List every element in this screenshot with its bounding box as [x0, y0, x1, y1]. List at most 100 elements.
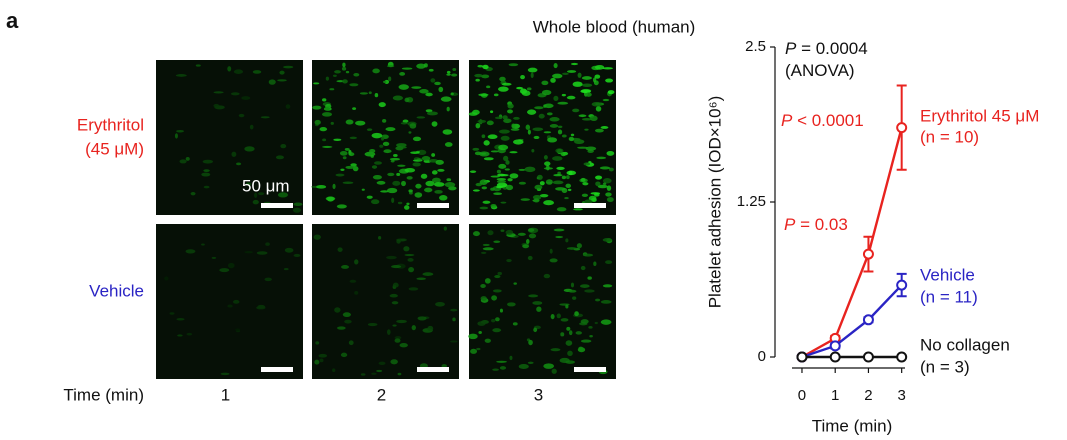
- platelet: [478, 330, 482, 335]
- scale-bar: [261, 203, 293, 208]
- platelet: [539, 193, 549, 198]
- platelet: [500, 229, 505, 232]
- platelet: [496, 169, 501, 174]
- platelet: [508, 63, 519, 67]
- platelet: [480, 283, 486, 288]
- platelet: [547, 137, 558, 143]
- platelet: [322, 138, 327, 142]
- platelet: [425, 92, 433, 97]
- platelet: [499, 366, 507, 370]
- platelet: [431, 170, 438, 175]
- platelet: [332, 183, 336, 190]
- platelet: [525, 124, 531, 130]
- legend-label: Erythritol 45 μM: [920, 106, 1039, 125]
- platelet: [605, 192, 612, 197]
- platelet: [315, 341, 320, 345]
- platelet: [403, 246, 410, 252]
- platelet: [231, 151, 237, 157]
- platelet: [438, 86, 444, 93]
- platelet: [252, 70, 262, 74]
- platelet: [541, 89, 552, 96]
- platelet: [213, 103, 220, 108]
- platelet: [556, 166, 565, 170]
- platelet: [378, 236, 382, 240]
- platelet: [391, 197, 395, 204]
- platelet: [185, 156, 190, 161]
- annotation-text: < 0.0001: [792, 111, 863, 130]
- platelet: [312, 105, 322, 110]
- platelet: [541, 80, 549, 86]
- platelet: [513, 282, 517, 285]
- platelet: [416, 116, 426, 119]
- platelet: [442, 129, 453, 135]
- platelet: [570, 62, 579, 66]
- platelet: [518, 364, 529, 370]
- annotation-italic: P: [784, 215, 796, 234]
- platelet: [401, 67, 413, 70]
- platelet: [382, 141, 390, 147]
- platelet: [195, 64, 201, 67]
- platelet: [590, 115, 598, 122]
- platelet: [589, 335, 593, 338]
- platelet: [345, 70, 350, 74]
- platelet: [348, 152, 355, 157]
- x-axis-label: Time (min): [812, 416, 893, 435]
- platelet: [576, 243, 582, 249]
- platelet: [486, 85, 491, 89]
- platelet: [203, 185, 210, 189]
- platelet: [580, 319, 589, 324]
- row-label: Erythritol: [77, 115, 144, 134]
- platelet: [342, 79, 348, 84]
- platelet: [441, 364, 447, 368]
- platelet: [573, 208, 583, 211]
- platelet: [560, 332, 565, 337]
- platelet: [396, 172, 401, 177]
- platelet: [494, 274, 501, 279]
- platelet: [480, 296, 487, 301]
- platelet: [386, 329, 391, 335]
- platelet: [392, 180, 401, 186]
- platelet: [179, 159, 187, 164]
- platelet: [374, 92, 379, 98]
- platelet: [402, 119, 409, 123]
- platelet: [595, 298, 601, 302]
- platelet: [253, 192, 258, 198]
- platelet: [376, 369, 383, 373]
- annotation-italic: P: [785, 39, 797, 58]
- platelet: [341, 66, 347, 71]
- platelet: [478, 93, 489, 97]
- platelet: [334, 307, 341, 313]
- legend-label: Vehicle: [920, 265, 975, 284]
- platelet: [479, 206, 489, 210]
- platelet: [503, 118, 512, 124]
- platelet: [528, 339, 533, 346]
- platelet: [371, 165, 378, 169]
- platelet: [605, 260, 613, 265]
- platelet: [314, 359, 320, 365]
- platelet: [260, 116, 270, 119]
- micrograph: [469, 224, 616, 379]
- platelet: [419, 89, 429, 94]
- data-point: [862, 314, 874, 326]
- platelet: [566, 95, 576, 100]
- platelet: [258, 192, 265, 196]
- platelet: [487, 134, 498, 139]
- platelet: [285, 104, 291, 109]
- platelet: [393, 154, 398, 157]
- platelet: [513, 116, 520, 120]
- platelet: [595, 106, 602, 112]
- platelet: [440, 96, 452, 102]
- platelet: [397, 164, 406, 167]
- column-axis-label: Time (min): [63, 385, 144, 404]
- platelet: [600, 300, 612, 304]
- platelet: [543, 167, 554, 170]
- platelet: [507, 178, 513, 182]
- platelet: [400, 122, 408, 125]
- platelet: [360, 373, 366, 376]
- platelet: [233, 299, 240, 304]
- platelet: [575, 331, 582, 335]
- platelet: [433, 182, 445, 187]
- platelet: [227, 66, 232, 72]
- platelet: [284, 247, 294, 253]
- platelet: [277, 79, 287, 82]
